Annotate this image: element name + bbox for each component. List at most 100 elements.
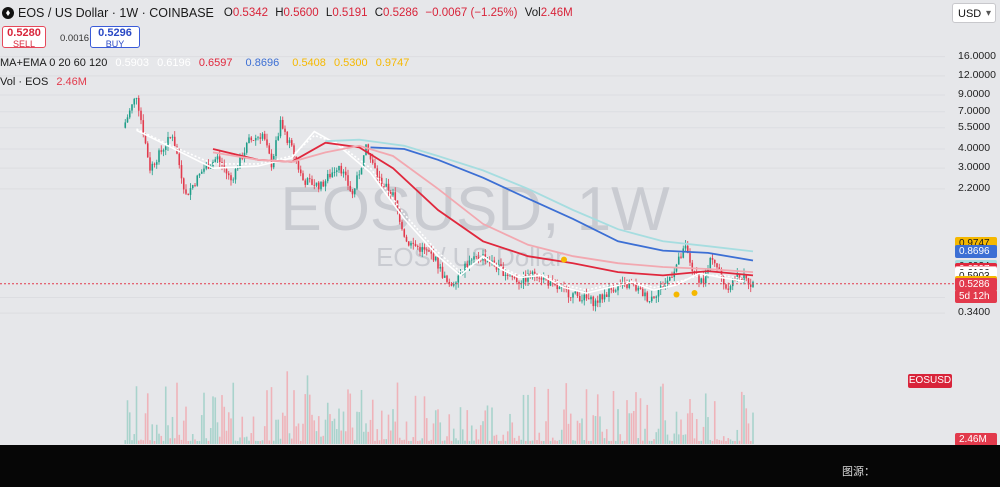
- candle-body: [398, 209, 401, 222]
- candle-body: [187, 193, 190, 195]
- candle-body: [288, 140, 291, 143]
- candle-body: [693, 270, 696, 272]
- volume-bar: [394, 421, 397, 444]
- volume-bar: [677, 434, 680, 444]
- candle-body: [502, 266, 505, 276]
- volume-bar: [421, 438, 424, 444]
- ma-indicator-legend[interactable]: MA+EMA 0 20 60 120 0.5903 0.6196 0.6597 …: [0, 57, 414, 69]
- axis-tick-label: 5.5000: [958, 120, 991, 133]
- buy-button[interactable]: 0.5296 BUY: [90, 26, 140, 49]
- volume-bar: [311, 414, 313, 444]
- sell-label: SELL: [12, 39, 36, 49]
- candle-body: [392, 192, 394, 196]
- candle-body: [612, 289, 615, 292]
- candle-body: [203, 168, 205, 172]
- candle-body: [351, 191, 354, 195]
- volume-bar: [603, 438, 606, 444]
- candle-body: [200, 171, 203, 174]
- volume-bar: [293, 390, 295, 444]
- candles: [124, 95, 754, 312]
- volume-bar: [518, 435, 520, 444]
- candle-body: [637, 287, 640, 291]
- volume-bar: [432, 423, 435, 444]
- volume-bar: [209, 428, 212, 444]
- volume-bar: [556, 440, 559, 444]
- candle-body: [421, 246, 424, 252]
- candle-body: [387, 183, 390, 192]
- candle-body: [596, 300, 599, 303]
- candle-body: [293, 145, 295, 157]
- volume-bar: [295, 426, 298, 444]
- volume-bar: [135, 386, 138, 444]
- candle-body: [691, 262, 694, 271]
- candle-body: [466, 263, 469, 267]
- price-chart[interactable]: EOSUSD, 1W EOS / US Dollar: [0, 0, 1000, 445]
- candle-body: [527, 273, 529, 282]
- volume-bar: [455, 438, 457, 444]
- volume-bar: [221, 395, 223, 444]
- volume-bar: [389, 430, 392, 444]
- candle-body: [124, 122, 127, 128]
- volume-bar: [495, 434, 498, 444]
- volume-bar: [542, 440, 545, 444]
- candle-body: [333, 171, 336, 173]
- volume-bar: [513, 437, 516, 444]
- volume-bar: [133, 434, 136, 444]
- volume-bar: [245, 436, 248, 444]
- volume-bar: [160, 435, 163, 444]
- volume-bar: [504, 440, 507, 444]
- candle-body: [308, 178, 311, 180]
- candle-body: [416, 246, 419, 247]
- volume-bar: [443, 440, 446, 444]
- candle-body: [257, 137, 259, 139]
- candle-body: [583, 294, 586, 301]
- volume-bar: [668, 440, 671, 444]
- volume-bar: [646, 404, 649, 444]
- candle-body: [479, 259, 482, 261]
- high-label: H: [275, 7, 284, 19]
- volume-bar: [590, 440, 592, 444]
- volume-bar: [551, 437, 554, 444]
- volume-bar: [524, 440, 527, 444]
- marker-1: [673, 291, 680, 298]
- sell-button[interactable]: 0.5280 SELL: [2, 26, 46, 49]
- volume-bar: [434, 410, 437, 444]
- axis-tick-label: 7.0000: [958, 104, 991, 117]
- volume-bar: [547, 388, 550, 444]
- candle-body: [513, 277, 516, 278]
- volume-bar: [155, 424, 158, 444]
- moving-average-lines: [136, 128, 754, 294]
- candle-body: [441, 266, 444, 278]
- candle-body: [284, 128, 286, 132]
- currency-select[interactable]: USD: [952, 3, 996, 24]
- candle-body: [376, 168, 379, 177]
- volume-bar: [576, 420, 579, 444]
- volume-bar: [621, 440, 624, 444]
- candle-body: [646, 292, 649, 302]
- volume-bar: [673, 433, 676, 444]
- volume-bar: [722, 436, 725, 444]
- volume-bar: [689, 399, 691, 444]
- volume-bar: [324, 419, 327, 444]
- candle-body: [457, 275, 460, 283]
- open-label: O: [223, 7, 233, 19]
- volume-bar: [167, 425, 169, 444]
- volume-bar: [317, 416, 320, 444]
- volume-indicator-legend[interactable]: Vol · EOS 2.46M: [0, 76, 92, 88]
- volume-bar: [142, 440, 145, 444]
- candle-body: [655, 296, 658, 298]
- volume-bar: [707, 417, 709, 444]
- volume-bar: [686, 413, 689, 444]
- chart-area[interactable]: EOSUSD, 1W EOS / US Dollar EOS / US Doll…: [0, 0, 1000, 446]
- symbol-title[interactable]: EOS / US Dollar · 1W · COINBASE: [18, 6, 214, 20]
- volume-bar: [180, 439, 183, 444]
- volume-bar: [734, 440, 736, 444]
- volume-bar: [259, 440, 262, 444]
- volume-bar: [522, 394, 525, 444]
- candle-body: [689, 253, 691, 263]
- axis-tick-label: 3.0000: [958, 161, 991, 174]
- volume-bar: [358, 412, 361, 444]
- candle-body: [268, 145, 271, 154]
- volume-bar: [565, 383, 568, 444]
- candle-body: [347, 175, 349, 186]
